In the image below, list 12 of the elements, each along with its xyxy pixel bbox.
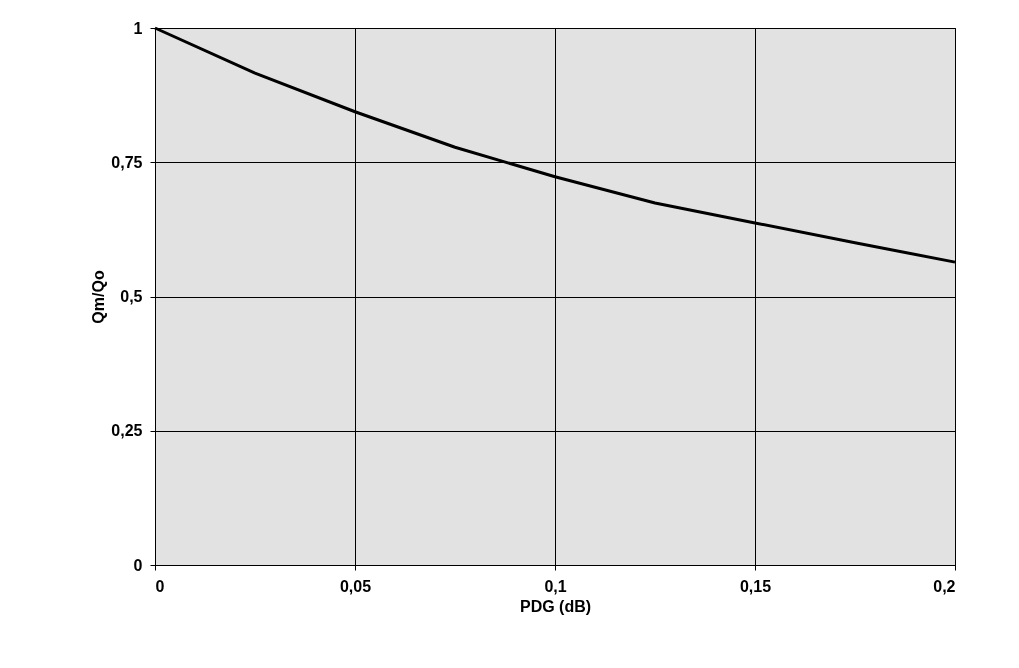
y-tick-label: 0 [133,556,143,574]
y-tick-label: 0,25 [111,422,143,440]
x-tick-label: 0 [155,577,165,595]
y-tick-label: 0,5 [120,288,143,305]
x-axis-title: PDG (dB) [519,597,592,615]
x-tick-label: 0,1 [544,577,567,595]
x-tick-label: 0,05 [339,577,372,595]
y-axis-title: Qm/Qo [90,270,108,324]
x-tick-label: 0,15 [739,577,772,595]
y-tick-label: 0,75 [111,153,143,171]
y-tick-label: 1 [133,19,143,37]
x-tick-label: 0,2 [933,577,956,595]
